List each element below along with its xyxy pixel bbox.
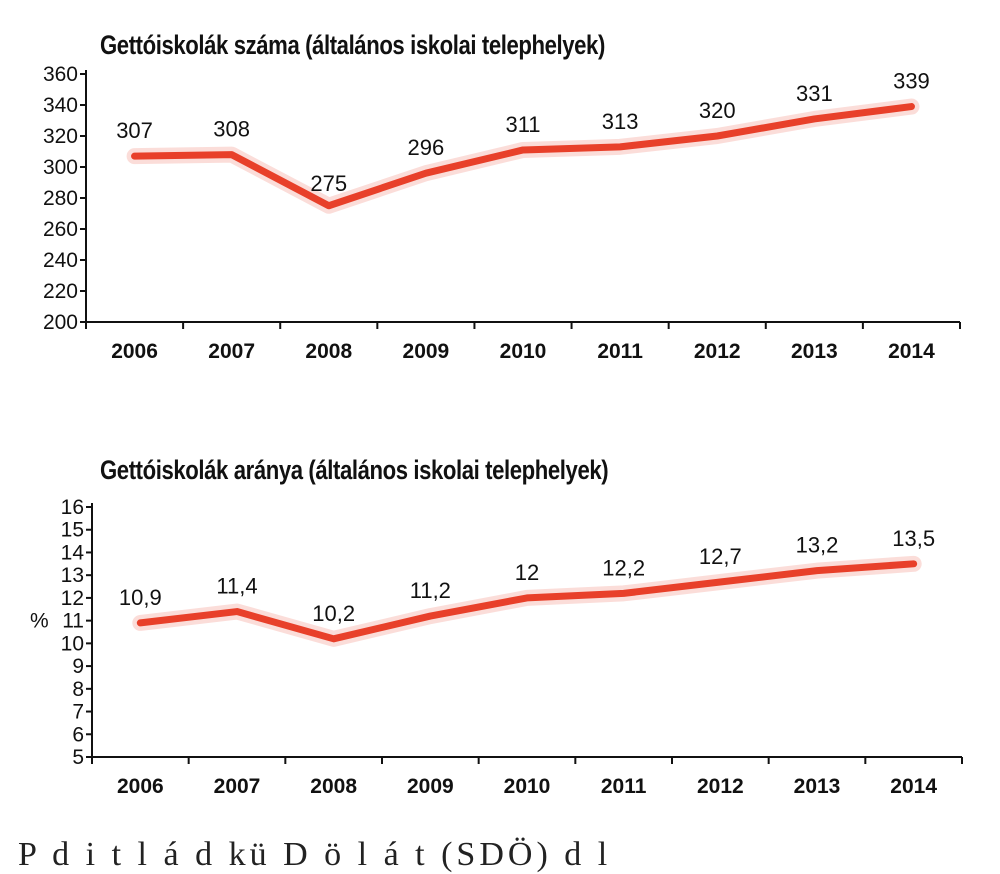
data-label: 12,7 [699,544,742,569]
y-tick-label: 5 [72,746,84,769]
data-point [427,613,434,620]
data-label: 320 [699,98,736,123]
x-tick-label: 2014 [888,340,935,363]
line-chart-count: 200 220 240 260 280 300 320 340 360 2006 2007 2008 2… [43,63,961,363]
y-tick-label: 300 [43,156,78,179]
y-tick-label: 8 [72,678,84,701]
y-tick-label: 340 [43,94,78,117]
y-tick-label: 320 [43,125,78,148]
x-tick-label: 2008 [310,775,357,798]
data-point [620,590,627,597]
y-tick-label: 16 [61,496,84,519]
x-tick-label: 2007 [208,340,255,363]
x-tick-label: 2012 [697,775,744,798]
data-label: 339 [893,69,930,94]
data-point [234,608,240,615]
chart-title: Gettóiskolák száma (általános iskolai te… [100,30,605,60]
x-tick-label: 2007 [214,775,261,798]
data-label: 12 [515,560,539,585]
data-point [330,635,337,642]
y-tick-label: 220 [43,280,78,303]
x-tick-label: 2010 [504,775,551,798]
data-label: 275 [310,171,347,196]
data-label: 311 [505,112,540,137]
y-tick-label: 7 [72,701,84,724]
y-tick-label: 200 [43,311,78,334]
data-label: 296 [408,135,445,160]
y-tick-label: 14 [61,541,85,564]
data-label: 12,2 [602,555,645,580]
x-tick-label: 2009 [403,340,450,363]
data-point [908,103,915,110]
y-tick-label: 11 [62,610,84,633]
x-tick-label: 2010 [500,340,547,363]
x-tick-label: 2008 [305,340,352,363]
data-point [228,151,235,158]
x-tick-label: 2009 [407,775,454,798]
y-tick-label: 360 [43,63,78,86]
x-tick-label: 2011 [601,775,647,798]
data-label: 11,4 [216,574,257,599]
data-point [811,115,818,122]
y-tick-label: 260 [43,218,78,241]
data-point [520,146,526,153]
data-label: 11,2 [410,578,451,603]
chart-title: Gettóiskolák aránya (általános iskolai t… [100,455,609,485]
x-tick-label: 2012 [694,340,741,363]
data-label: 313 [602,109,639,134]
x-tick-label: 2013 [791,340,838,363]
data-point [617,143,624,150]
x-tick-label: 2014 [890,775,937,798]
data-point [131,153,138,160]
y-tick-label: 280 [43,187,78,210]
y-tick-label: 6 [72,723,84,746]
footer-text: P d i t l á d kü D ö l á t (SDÖ) d l [18,836,612,873]
y-axis-label: % [30,610,49,633]
x-tick-label: 2006 [117,775,164,798]
y-tick-label: 240 [43,249,78,272]
data-point [714,133,721,139]
data-point [524,594,530,601]
y-tick-label: 9 [72,655,84,678]
data-point [137,619,144,626]
data-label: 10,9 [119,585,162,610]
y-tick-label: 12 [61,587,84,610]
data-point [814,567,820,574]
data-point [422,170,429,177]
data-label: 308 [213,117,250,142]
data-label: 13,5 [892,526,935,551]
y-tick-label: 15 [61,519,84,542]
data-point [325,202,332,209]
y-tick-label: 13 [61,564,84,587]
x-tick-label: 2013 [794,775,841,798]
data-point [910,560,917,567]
data-label: 307 [116,118,153,143]
x-tick-label: 2011 [597,340,643,363]
data-point [717,579,724,585]
x-tick-label: 2006 [111,340,158,363]
data-label: 331 [796,81,833,106]
data-label: 10,2 [312,601,355,626]
y-tick-label: 10 [61,632,84,655]
data-label: 13,2 [796,533,839,558]
